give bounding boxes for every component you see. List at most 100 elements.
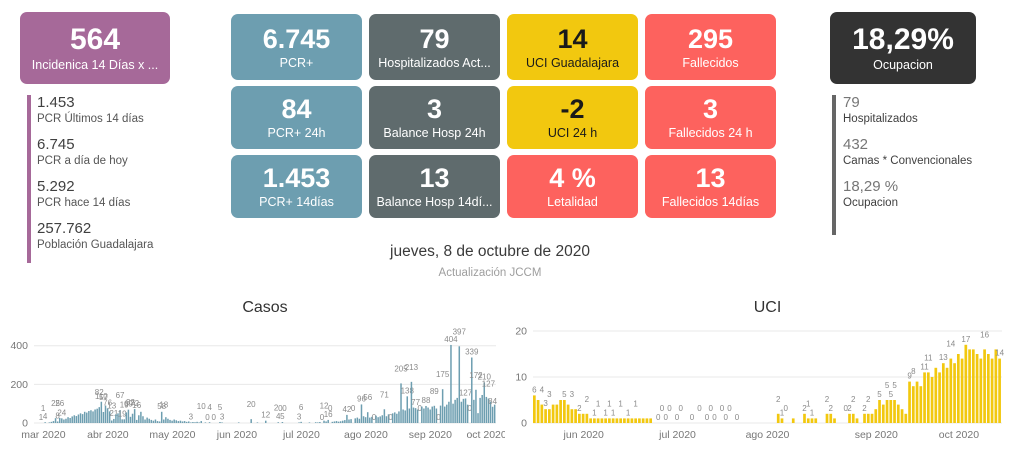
svg-text:0: 0	[727, 404, 732, 413]
card-letalidad[interactable]: 4 % Letalidad	[507, 155, 638, 218]
stat-pcr-ultimos-14-dias[interactable]: 1.453 PCR Últimos 14 días	[37, 94, 153, 126]
svg-text:Casos: Casos	[242, 299, 287, 316]
svg-text:0: 0	[705, 413, 710, 422]
stat-ocupacion[interactable]: 18,29 % Ocupacion	[843, 178, 972, 210]
svg-text:11: 11	[924, 353, 933, 362]
right-stats-list: 79 Hospitalizados 432 Camas * Convencion…	[843, 94, 972, 210]
svg-text:2: 2	[802, 404, 807, 413]
svg-text:3: 3	[547, 390, 552, 399]
svg-text:5: 5	[877, 390, 882, 399]
incidence-label: Incidenica 14 Días x ...	[31, 58, 159, 72]
svg-text:0: 0	[712, 413, 717, 422]
svg-text:16: 16	[132, 401, 141, 410]
svg-text:0: 0	[675, 413, 680, 422]
svg-text:24: 24	[57, 408, 66, 417]
svg-text:0: 0	[521, 418, 527, 430]
svg-text:0: 0	[418, 404, 423, 413]
svg-text:may 2020: may 2020	[149, 429, 195, 441]
svg-text:21: 21	[109, 409, 118, 418]
update-source: Actualización JCCM	[438, 267, 542, 279]
card-hospitalizados-act[interactable]: 79 Hospitalizados Act...	[369, 14, 500, 80]
svg-text:5: 5	[280, 412, 285, 421]
stat-pcr-hace-14-dias[interactable]: 5.292 PCR hace 14 días	[37, 178, 153, 210]
svg-text:12: 12	[261, 411, 270, 420]
svg-text:14: 14	[995, 349, 1004, 358]
svg-text:1: 1	[618, 399, 623, 408]
svg-text:4: 4	[276, 412, 281, 421]
card-label: Fallecidos	[682, 55, 739, 70]
stat-label: Hospitalizados	[843, 113, 918, 125]
card-label: Hospitalizados Act...	[378, 55, 491, 70]
card-value: 84	[281, 94, 312, 124]
card-fallecidos-24h[interactable]: 3 Fallecidos 24 h	[645, 86, 776, 149]
svg-text:0: 0	[690, 413, 695, 422]
card-value: 4 %	[549, 163, 596, 193]
card-pcr-14dias[interactable]: 1.453 PCR+ 14días	[231, 155, 362, 218]
card-label: UCI 24 h	[547, 126, 598, 140]
left-stats-accent-bar	[27, 95, 31, 263]
svg-text:19: 19	[118, 409, 127, 418]
svg-text:69: 69	[124, 400, 133, 409]
svg-text:0: 0	[723, 413, 728, 422]
casos-chart[interactable]: 0200400114258262482110577613216719196932…	[8, 296, 505, 448]
svg-text:9: 9	[907, 372, 912, 381]
left-stats-list: 1.453 PCR Últimos 14 días 6.745 PCR a dí…	[37, 94, 153, 252]
svg-text:210: 210	[478, 372, 492, 381]
svg-text:175: 175	[436, 370, 450, 379]
svg-text:0: 0	[656, 413, 661, 422]
svg-text:2: 2	[274, 404, 279, 413]
svg-text:5: 5	[218, 403, 223, 412]
svg-text:ago 2020: ago 2020	[746, 429, 790, 441]
svg-text:0: 0	[372, 413, 377, 422]
svg-text:110: 110	[95, 392, 108, 401]
svg-text:0: 0	[351, 404, 356, 413]
svg-text:3: 3	[297, 412, 302, 421]
svg-text:72: 72	[130, 399, 139, 408]
svg-text:0: 0	[278, 404, 283, 413]
card-uci-24h[interactable]: -2 UCI 24 h	[507, 86, 638, 149]
card-label: Fallecidos 14días	[661, 195, 760, 209]
stat-value: 432	[843, 136, 869, 153]
stat-camas-convencionales[interactable]: 432 Camas * Convencionales	[843, 136, 972, 168]
svg-text:8: 8	[55, 411, 60, 420]
stat-value: 6.745	[37, 136, 75, 153]
card-value: 13	[419, 163, 450, 193]
svg-text:jun 2020: jun 2020	[216, 429, 257, 441]
svg-text:1: 1	[806, 399, 811, 408]
occupancy-card[interactable]: 18,29% Ocupacion	[830, 12, 976, 84]
svg-text:13: 13	[939, 353, 948, 362]
svg-text:4: 4	[43, 412, 48, 421]
card-label: Balance Hosp 24h	[383, 126, 486, 140]
incidence-card[interactable]: 564 Incidenica 14 Días x ...	[20, 12, 170, 84]
svg-text:0: 0	[678, 404, 683, 413]
svg-text:1: 1	[41, 404, 46, 413]
card-pcr-24h[interactable]: 84 PCR+ 24h	[231, 86, 362, 149]
card-balance-hosp-24h[interactable]: 3 Balance Hosp 24h	[369, 86, 500, 149]
stat-label: PCR a día de hoy	[37, 155, 128, 167]
card-uci-guadalajara[interactable]: 14 UCI Guadalajara	[507, 14, 638, 80]
svg-text:20: 20	[515, 326, 527, 338]
stat-label: Camas * Convencionales	[843, 155, 973, 167]
svg-text:172: 172	[469, 371, 483, 380]
svg-text:6: 6	[299, 403, 304, 412]
stat-poblacion[interactable]: 257.762 Población Guadalajara	[37, 220, 153, 252]
svg-text:138: 138	[401, 386, 415, 395]
stat-hospitalizados[interactable]: 79 Hospitalizados	[843, 94, 972, 126]
svg-text:1: 1	[39, 413, 44, 422]
card-value: 6.745	[262, 23, 331, 54]
svg-text:4: 4	[207, 403, 212, 412]
card-balance-hosp-14dias[interactable]: 13 Balance Hosp 14dí...	[369, 155, 500, 218]
card-pcr-total[interactable]: 6.745 PCR+	[231, 14, 362, 80]
stat-pcr-hoy[interactable]: 6.745 PCR a día de hoy	[37, 136, 153, 168]
svg-text:jul 2020: jul 2020	[658, 429, 696, 441]
svg-text:5: 5	[562, 390, 567, 399]
svg-text:1: 1	[592, 408, 597, 417]
card-fallecidos-14dias[interactable]: 13 Fallecidos 14días	[645, 155, 776, 218]
svg-text:77: 77	[411, 398, 420, 407]
card-value: -2	[560, 94, 585, 124]
svg-text:76: 76	[103, 398, 112, 407]
svg-text:5: 5	[889, 390, 894, 399]
svg-text:0: 0	[697, 404, 702, 413]
card-fallecidos[interactable]: 295 Fallecidos	[645, 14, 776, 80]
